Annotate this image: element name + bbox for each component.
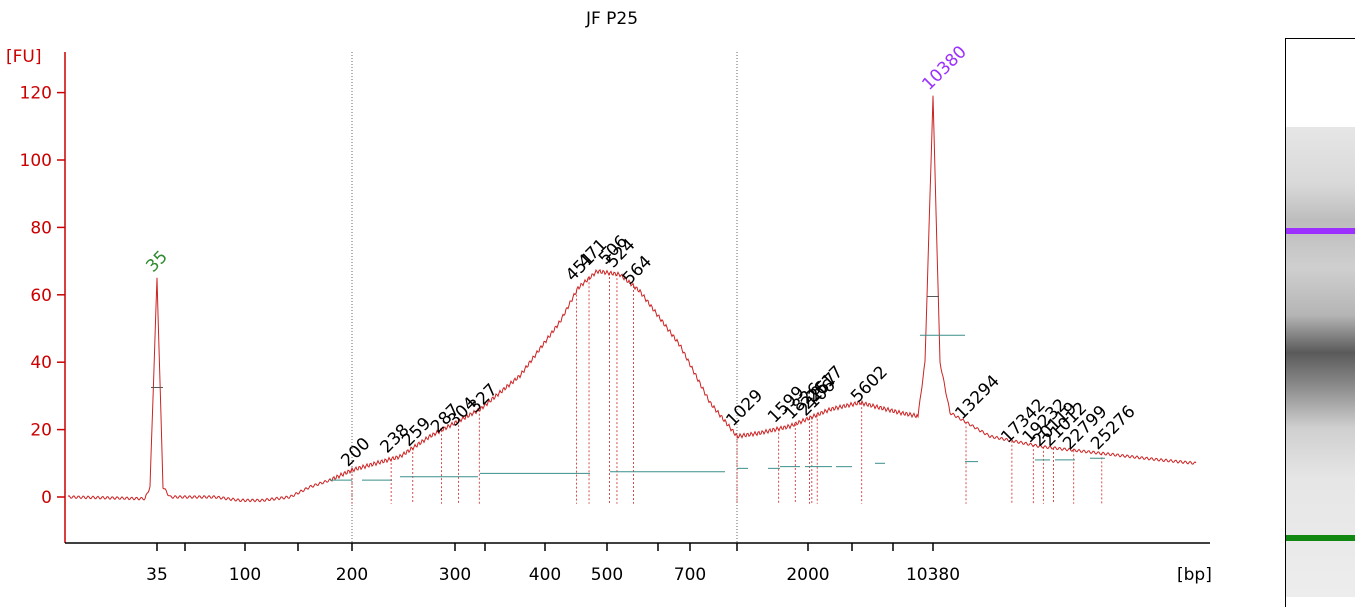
gel-smear bbox=[1286, 127, 1355, 597]
y-tick-label: 20 bbox=[30, 421, 52, 441]
y-tick-label: 0 bbox=[41, 488, 52, 508]
y-tick-label: 80 bbox=[30, 218, 52, 238]
x-tick-label: 2000 bbox=[786, 565, 829, 585]
x-tick-label: 400 bbox=[529, 565, 561, 585]
x-tick-label: 500 bbox=[591, 565, 623, 585]
x-tick-label: 700 bbox=[674, 565, 706, 585]
chart-title: JF P25 bbox=[585, 9, 638, 29]
peak-baselines bbox=[330, 334, 1105, 481]
y-tick-label: 100 bbox=[20, 151, 52, 171]
peak-label: 5602 bbox=[847, 362, 892, 407]
x-tick-label: 200 bbox=[336, 565, 368, 585]
peak-fill-region bbox=[351, 273, 1103, 504]
gel-band-upper-marker bbox=[1286, 228, 1355, 234]
peak-label: 200 bbox=[337, 434, 374, 471]
x-axis-label: [bp] bbox=[1177, 565, 1212, 585]
peak-label: 1029 bbox=[722, 386, 767, 431]
gel-band-lower-marker bbox=[1286, 535, 1355, 541]
y-tick-label: 120 bbox=[20, 84, 52, 104]
x-tick-label: 100 bbox=[229, 565, 261, 585]
marker-label: 10380 bbox=[918, 42, 970, 94]
marker-label: 35 bbox=[142, 247, 171, 276]
peak-label: 13294 bbox=[951, 371, 1003, 423]
y-tick-label: 40 bbox=[30, 353, 52, 373]
x-tick-label: 35 bbox=[146, 565, 168, 585]
y-axis-label: [FU] bbox=[6, 47, 42, 67]
electropherogram-trace bbox=[67, 95, 1197, 503]
electropherogram-chart: JF P25 [FU] [bp] 0 20 40 60 80 100 120 35 100 20… bbox=[6, 9, 1212, 585]
y-tick-label: 60 bbox=[30, 286, 52, 306]
gel-lane bbox=[1285, 38, 1355, 607]
x-ticks: 35 100 200 300 400 500 700 2000 10380 bbox=[146, 543, 960, 585]
y-ticks: 0 20 40 60 80 100 120 bbox=[20, 84, 65, 508]
x-tick-label: 300 bbox=[439, 565, 471, 585]
x-tick-label: 10380 bbox=[906, 565, 960, 585]
